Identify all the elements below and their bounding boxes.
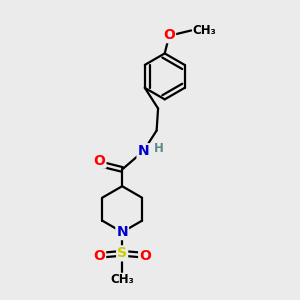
Text: CH₃: CH₃ <box>193 24 216 37</box>
Text: N: N <box>116 225 128 239</box>
Text: O: O <box>139 249 151 263</box>
Text: N: N <box>137 144 149 158</box>
Text: CH₃: CH₃ <box>110 273 134 286</box>
Text: O: O <box>94 154 105 168</box>
Text: O: O <box>93 249 105 263</box>
Text: O: O <box>163 28 175 42</box>
Text: S: S <box>117 246 127 260</box>
Text: H: H <box>154 142 164 155</box>
